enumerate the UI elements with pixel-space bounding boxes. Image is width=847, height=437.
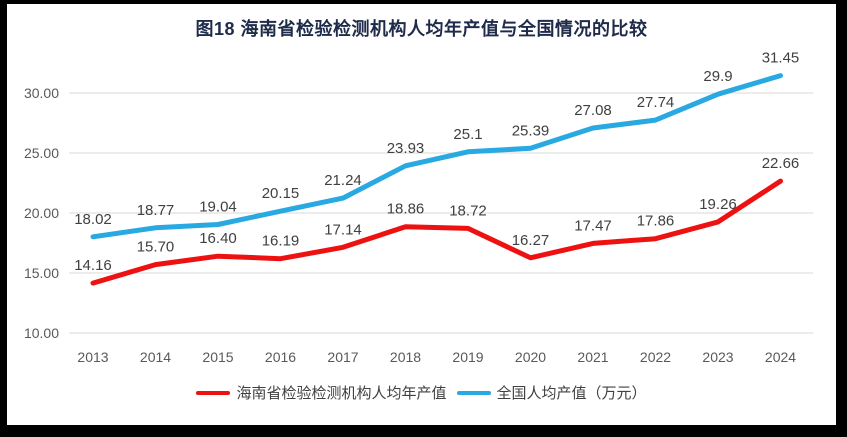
data-label-0: 17.47: [574, 217, 612, 234]
x-axis-tick-label: 2023: [702, 349, 733, 365]
y-axis-tick-label: 15.00: [24, 265, 59, 281]
data-label-0: 16.40: [199, 230, 237, 247]
legend-item-hainan: 海南省检验检测机构人均年产值: [196, 382, 447, 403]
data-label-1: 27.74: [637, 94, 675, 111]
data-label-0: 16.27: [512, 232, 550, 249]
data-label-1: 29.9: [703, 68, 732, 85]
x-axis-tick-label: 2014: [140, 349, 171, 365]
data-label-1: 27.08: [574, 102, 612, 119]
data-label-1: 18.77: [137, 202, 175, 219]
data-label-1: 21.24: [324, 172, 362, 189]
series-line-1: [90, 73, 783, 240]
chart-title: 图18 海南省检验检测机构人均年产值与全国情况的比较: [195, 19, 648, 39]
series-line-0: [90, 178, 783, 286]
chart-panel: 30.00 25.00 20.00 15.00 10.00 2013 2014 2015 201…: [7, 4, 836, 425]
y-axis-tick-label: 10.00: [24, 325, 59, 341]
data-label-0: 15.70: [137, 239, 175, 256]
national-series-swatch-icon: [456, 390, 491, 395]
y-axis-tick-label: 25.00: [24, 145, 59, 161]
x-axis-tick-label: 2021: [577, 349, 608, 365]
x-axis-tick-label: 2024: [765, 349, 796, 365]
x-axis-tick-label: 2020: [515, 349, 546, 365]
x-axis-tick-label: 2016: [265, 349, 296, 365]
x-axis-tick-label: 2018: [390, 349, 421, 365]
x-axis-tick-label: 2019: [452, 349, 483, 365]
data-label-0: 19.26: [699, 196, 737, 213]
data-label-1: 23.93: [387, 140, 425, 157]
legend-label-national: 全国人均产值（万元）: [496, 385, 647, 402]
data-label-0: 17.14: [324, 221, 362, 238]
data-label-1: 19.04: [199, 199, 237, 216]
legend: 海南省检验检测机构人均年产值 全国人均产值（万元）: [7, 382, 836, 403]
data-label-1: 20.15: [262, 185, 300, 202]
data-label-1: 18.02: [74, 211, 112, 228]
x-axis-tick-label: 2013: [77, 349, 108, 365]
legend-label-hainan: 海南省检验检测机构人均年产值: [236, 385, 447, 402]
y-axis-tick-label: 20.00: [24, 205, 59, 221]
data-label-0: 14.16: [74, 257, 112, 274]
legend-item-national: 全国人均产值（万元）: [456, 382, 647, 403]
data-label-0: 17.86: [637, 213, 675, 230]
x-axis-tick-label: 2017: [327, 349, 358, 365]
data-label-1: 31.45: [762, 50, 800, 67]
data-label-1: 25.1: [453, 126, 482, 143]
data-label-0: 18.72: [449, 202, 487, 219]
data-label-0: 18.86: [387, 201, 425, 218]
data-label-0: 22.66: [762, 155, 800, 172]
data-label-0: 16.19: [262, 233, 300, 250]
data-label-1: 25.39: [512, 122, 550, 139]
chart-svg: 30.00 25.00 20.00 15.00 10.00 2013 2014 2015 201…: [24, 50, 813, 365]
x-axis-tick-label: 2022: [640, 349, 671, 365]
x-axis-tick-label: 2015: [202, 349, 233, 365]
hainan-series-swatch-icon: [196, 390, 231, 395]
y-axis-tick-label: 30.00: [24, 85, 59, 101]
